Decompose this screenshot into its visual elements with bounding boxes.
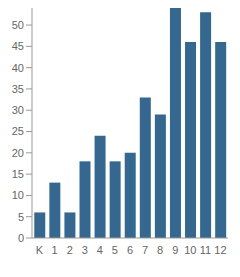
svg-text:0: 0 xyxy=(18,232,24,244)
svg-text:15: 15 xyxy=(12,168,24,180)
svg-text:K: K xyxy=(36,244,44,256)
svg-text:8: 8 xyxy=(157,244,163,256)
svg-text:6: 6 xyxy=(127,244,133,256)
svg-text:2: 2 xyxy=(67,244,73,256)
svg-text:40: 40 xyxy=(12,62,24,74)
svg-text:1: 1 xyxy=(52,244,58,256)
svg-text:10: 10 xyxy=(12,189,24,201)
svg-text:50: 50 xyxy=(12,19,24,31)
svg-text:30: 30 xyxy=(12,104,24,116)
svg-text:10: 10 xyxy=(184,244,196,256)
svg-text:25: 25 xyxy=(12,125,24,137)
svg-text:20: 20 xyxy=(12,147,24,159)
svg-text:5: 5 xyxy=(18,211,24,223)
svg-text:9: 9 xyxy=(172,244,178,256)
svg-text:11: 11 xyxy=(200,244,211,256)
svg-text:45: 45 xyxy=(12,40,24,52)
svg-text:7: 7 xyxy=(142,244,148,256)
svg-text:3: 3 xyxy=(82,244,88,256)
svg-text:4: 4 xyxy=(97,244,103,256)
svg-text:35: 35 xyxy=(12,83,24,95)
svg-text:5: 5 xyxy=(112,244,118,256)
svg-text:12: 12 xyxy=(214,244,226,256)
